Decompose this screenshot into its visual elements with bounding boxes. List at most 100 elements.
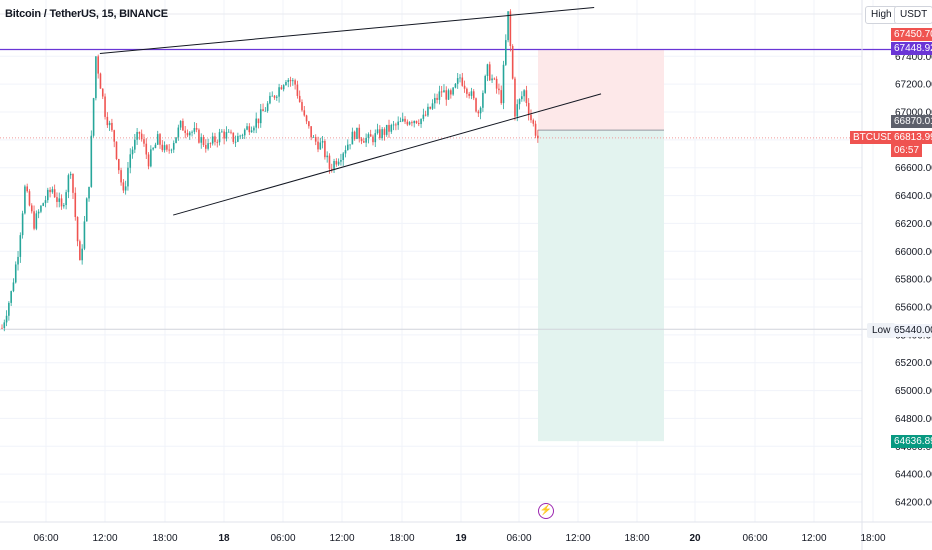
y-tick-label: 67200.00 (895, 80, 932, 91)
candle-body (140, 133, 143, 140)
candle-body (312, 137, 315, 138)
candle-body (328, 155, 331, 169)
candle-body (379, 129, 381, 139)
currency-label[interactable]: USDT (894, 6, 932, 24)
y-tick-label: 66400.00 (895, 191, 932, 202)
candle-body (308, 121, 310, 127)
candle-body (282, 85, 285, 90)
candle-body (243, 129, 246, 136)
candle-body (19, 235, 22, 257)
candle-body (136, 131, 138, 140)
candle-body (351, 131, 354, 145)
candle-body (108, 122, 111, 126)
x-tick-label: 06:00 (33, 533, 58, 544)
y-tick-label: 65800.00 (895, 275, 932, 286)
candle-body (310, 126, 312, 138)
candle-body (422, 114, 425, 119)
candle-body (88, 186, 90, 199)
candle-body (406, 121, 409, 125)
candle-body (383, 129, 386, 135)
candle-body (447, 90, 450, 100)
candle-body (521, 96, 523, 100)
y-tick-label: 64200.00 (895, 498, 932, 509)
candle-body (294, 80, 296, 85)
candle-body (56, 197, 58, 202)
candle-body (113, 130, 116, 142)
candle-body (145, 143, 148, 155)
candle-body (255, 118, 257, 128)
candle-body (35, 213, 38, 229)
candle-body (127, 167, 129, 187)
x-tick-label: 12:00 (801, 533, 826, 544)
candle-body (303, 110, 306, 116)
candle-body (250, 130, 253, 133)
candle-body (502, 64, 505, 104)
candle-body (429, 106, 432, 109)
x-tick-label: 18:00 (389, 533, 414, 544)
horizontal-line-tag: 67448.92 (891, 42, 932, 55)
candle-body (63, 205, 65, 207)
x-tick-label: 18:00 (860, 533, 885, 544)
candle-body (399, 121, 402, 123)
candle-body (209, 143, 212, 144)
candle-body (218, 132, 221, 143)
candle-body (175, 137, 177, 143)
candle-body (92, 98, 95, 136)
high-label[interactable]: High (865, 6, 898, 24)
candle-body (172, 142, 175, 150)
candle-body (106, 116, 109, 126)
candle-body (214, 136, 216, 142)
candle-body (232, 132, 235, 142)
lightning-icon[interactable]: ⚡ (538, 503, 554, 519)
candle-body (72, 173, 74, 193)
candle-body (493, 78, 496, 80)
candle-body (484, 75, 486, 93)
candle-body (5, 315, 8, 323)
candle-body (26, 186, 28, 192)
candle-body (85, 198, 88, 222)
candle-body (3, 322, 6, 329)
candle-body (344, 150, 347, 154)
candle-body (76, 217, 79, 242)
entry-price-tag: 66870.01 (891, 115, 932, 128)
candle-body (392, 124, 395, 126)
candle-body (456, 78, 459, 84)
candle-body (411, 122, 413, 124)
candle-body (438, 91, 441, 100)
candle-body (333, 161, 335, 170)
candle-body (120, 170, 122, 183)
x-tick-label: 12:00 (92, 533, 117, 544)
candle-body (42, 203, 45, 206)
candle-body (246, 126, 248, 130)
x-tick-label: 06:00 (506, 533, 531, 544)
current-price-tag: 66813.99 (891, 131, 932, 144)
candle-body (159, 134, 161, 145)
candle-body (486, 64, 489, 76)
candle-body (69, 173, 72, 176)
candle-body (269, 95, 271, 104)
candle-body (358, 127, 361, 139)
candle-body (21, 213, 24, 236)
x-tick-label: 06:00 (742, 533, 767, 544)
candle-body (388, 124, 390, 132)
candle-body (266, 103, 269, 111)
lower-trendline (173, 93, 602, 216)
candle-body (514, 78, 516, 117)
candle-body (330, 168, 333, 170)
candle-body (516, 104, 519, 117)
y-tick-label: 65600.00 (895, 303, 932, 314)
candle-body (525, 90, 528, 103)
candle-body (376, 129, 379, 134)
candle-body (239, 135, 241, 137)
y-tick-label: 67000.00 (895, 108, 932, 119)
take-profit-zone (538, 130, 664, 442)
candle-body (360, 138, 363, 142)
y-tick-label: 64400.00 (895, 470, 932, 481)
candle-body (241, 135, 244, 137)
x-tick-label: 19 (455, 533, 467, 544)
candles (1, 9, 539, 332)
y-tick-label: 66200.00 (895, 219, 932, 230)
candle-body (33, 211, 35, 229)
candle-body (124, 186, 127, 191)
